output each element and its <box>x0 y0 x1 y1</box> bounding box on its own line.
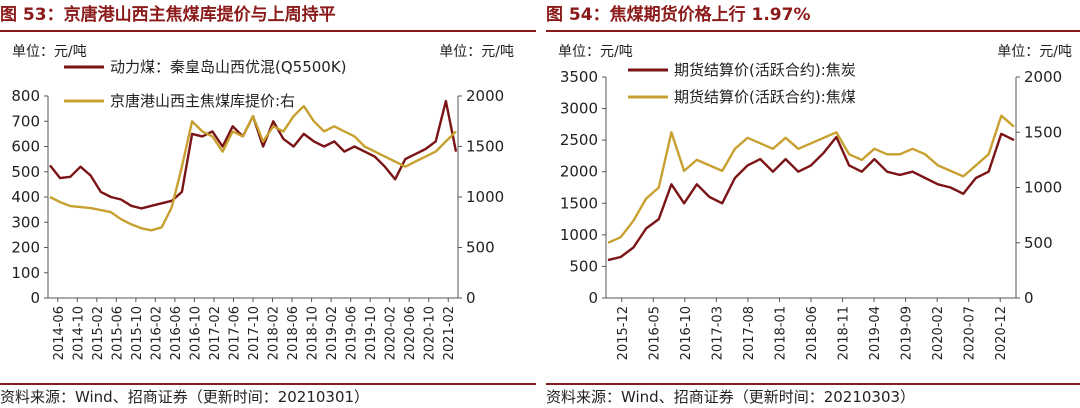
chart-panel-right: 图 54：焦煤期货价格上行 1.97% 单位：元/吨 单位：元/吨 0 500 1000… <box>546 0 1080 408</box>
y-tick-label-left: 800 <box>11 87 40 105</box>
x-tick-label: 2018-02 <box>267 306 282 360</box>
y-tick-label-left: 1000 <box>560 226 598 244</box>
x-tick-label: 2021-02 <box>442 306 457 360</box>
x-tick-label: 2016-10 <box>679 306 694 360</box>
y-tick-label-right: 2000 <box>466 87 504 105</box>
x-tick-label: 2019-09 <box>900 306 915 360</box>
y-tick-label-left: 0 <box>30 289 40 307</box>
x-tick-label: 2018-06 <box>286 306 301 360</box>
x-tick-label: 2020-06 <box>403 306 418 360</box>
series-line-2 <box>607 114 1015 244</box>
x-tick-label: 2020-10 <box>423 306 438 360</box>
source-divider <box>0 383 536 385</box>
x-tick-label: 2014-10 <box>71 306 86 360</box>
y-tick-label-left: 500 <box>11 163 40 181</box>
x-tick-label: 2017-08 <box>742 306 757 360</box>
y-tick-label-left: 3500 <box>560 68 598 86</box>
chart-svg: 单位：元/吨 单位：元/吨 0 100 200 300 400 500 600 700 800 0 50… <box>11 44 514 360</box>
y-tick-label-left: 0 <box>588 289 598 307</box>
source-divider <box>546 383 1080 385</box>
series-line-1 <box>607 132 1015 262</box>
y-tick-label-right: 500 <box>466 239 495 257</box>
x-tick-label: 2016-05 <box>647 306 662 360</box>
legend-label-1: 期货结算价(活跃合约):焦炭 <box>674 61 856 79</box>
chart-title: 图 53：京唐港山西主焦煤库提价与上周持平 <box>0 5 336 25</box>
x-tick-label: 2016-06 <box>169 306 184 360</box>
x-tick-label: 2017-06 <box>227 306 242 360</box>
x-tick-label: 2015-10 <box>130 306 145 360</box>
x-tick-label: 2018-10 <box>306 306 321 360</box>
y-tick-label-left: 500 <box>569 257 598 275</box>
chart-title: 图 54：焦煤期货价格上行 1.97% <box>546 5 811 25</box>
y-tick-label-left: 1500 <box>560 194 598 212</box>
x-tick-label: 2017-02 <box>208 306 223 360</box>
y-tick-label-left: 600 <box>11 138 40 156</box>
y-tick-label-right: 0 <box>1024 289 1034 307</box>
unit-label-left: 单位：元/吨 <box>558 44 633 60</box>
x-tick-label: 2017-03 <box>710 306 725 360</box>
x-tick-label: 2014-06 <box>52 306 67 360</box>
x-tick-label: 2019-06 <box>345 306 360 360</box>
title-divider <box>546 30 1080 32</box>
x-tick-label: 2016-02 <box>149 306 164 360</box>
x-tick-label: 2020-07 <box>963 306 978 360</box>
chart-source: 资料来源：Wind、招商证券（更新时间：20210301） <box>0 388 370 406</box>
y-tick-label-left: 3000 <box>560 100 598 118</box>
unit-label-right: 单位：元/吨 <box>997 44 1072 60</box>
x-tick-label: 2018-11 <box>837 306 852 360</box>
x-tick-label: 2020-12 <box>994 306 1009 360</box>
y-tick-label-left: 2000 <box>560 163 598 181</box>
x-tick-label: 2020-02 <box>931 306 946 360</box>
chart-svg: 单位：元/吨 单位：元/吨 0 500 1000 1500 2000 2500 3000 3500… <box>558 44 1072 360</box>
x-tick-label: 2020-02 <box>384 306 399 360</box>
unit-label-left: 单位：元/吨 <box>12 44 87 60</box>
y-tick-label-left: 400 <box>11 188 40 206</box>
y-tick-label-right: 2000 <box>1024 68 1062 86</box>
x-tick-label: 2018-01 <box>773 306 788 360</box>
x-tick-label: 2018-06 <box>805 306 820 360</box>
y-tick-label-left: 100 <box>11 264 40 282</box>
y-tick-label-left: 700 <box>11 112 40 130</box>
chart-panel-left: 图 53：京唐港山西主焦煤库提价与上周持平 单位：元/吨 单位：元/吨 0 100 20… <box>0 0 536 408</box>
x-tick-label: 2016-10 <box>188 306 203 360</box>
x-tick-label: 2019-02 <box>325 306 340 360</box>
chart-source: 资料来源：Wind、招商证券（更新时间：20210303） <box>546 388 916 406</box>
title-divider <box>0 30 536 32</box>
x-tick-label: 2015-12 <box>616 306 631 360</box>
y-tick-label-right: 0 <box>466 289 476 307</box>
x-tick-label: 2019-10 <box>364 306 379 360</box>
x-tick-label: 2015-02 <box>91 306 106 360</box>
x-tick-label: 2017-10 <box>247 306 262 360</box>
legend-label-2: 京唐港山西主焦煤库提价:右 <box>110 92 295 110</box>
y-tick-label-right: 500 <box>1024 234 1053 252</box>
y-tick-label-right: 1000 <box>466 188 504 206</box>
y-tick-label-left: 2500 <box>560 131 598 149</box>
y-tick-label-left: 300 <box>11 213 40 231</box>
y-tick-label-left: 200 <box>11 239 40 257</box>
legend-label-1: 动力煤：秦皇岛山西优混(Q5500K) <box>110 58 347 76</box>
y-tick-label-right: 1000 <box>1024 179 1062 197</box>
y-tick-label-right: 1500 <box>466 138 504 156</box>
x-tick-label: 2019-04 <box>868 306 883 360</box>
y-tick-label-right: 1500 <box>1024 123 1062 141</box>
series-line-2 <box>49 104 457 232</box>
x-tick-label: 2015-06 <box>110 306 125 360</box>
unit-label-right: 单位：元/吨 <box>439 44 514 60</box>
legend-label-2: 期货结算价(活跃合约):焦煤 <box>674 88 856 106</box>
